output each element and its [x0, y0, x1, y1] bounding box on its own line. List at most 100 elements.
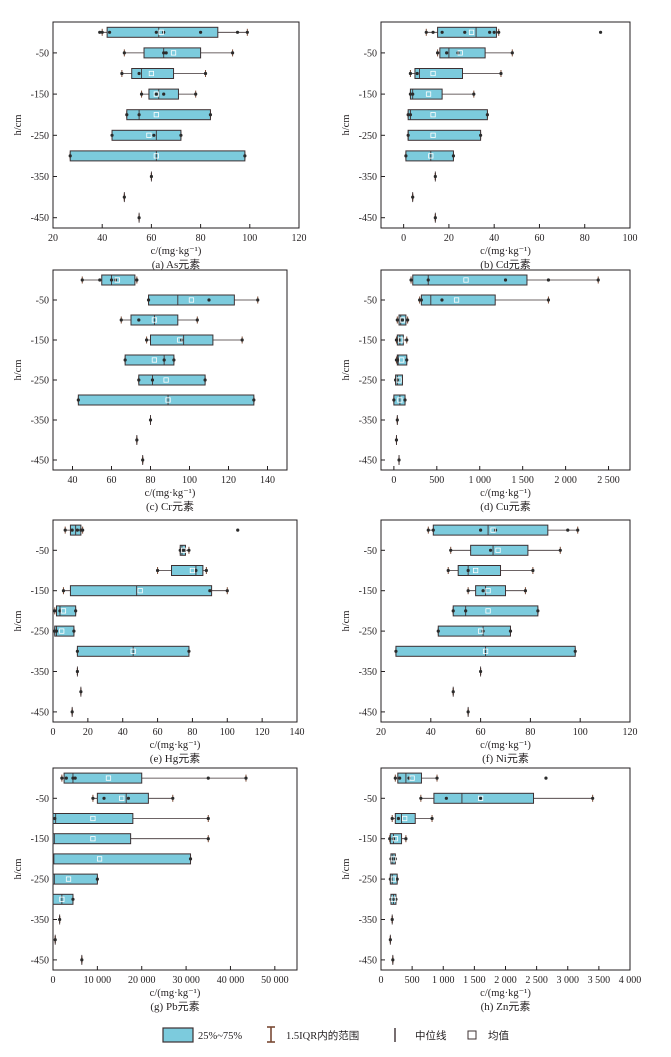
data-point — [243, 154, 247, 158]
box-group — [397, 455, 401, 465]
box-group — [91, 792, 175, 804]
box-group — [433, 212, 437, 223]
x-tick-label: 0 — [51, 975, 56, 986]
iqr-box — [437, 625, 511, 637]
legend-mean-icon — [467, 1030, 477, 1040]
data-point — [102, 796, 106, 800]
x-tick-label: 20 — [444, 233, 454, 244]
data-point — [408, 113, 413, 117]
x-tick-label: 140 — [260, 475, 275, 486]
mean-marker — [60, 608, 67, 614]
mean-marker — [430, 132, 436, 138]
y-tick-label: -450 — [359, 955, 377, 966]
mean-marker — [96, 856, 103, 862]
panel-hg: 0 20 40 60 80 100 120 140 -50 -150 -250 -350 -450 c/(… — [13, 519, 305, 765]
y-tick-label: -50 — [364, 296, 377, 307]
x-tick-label: 80 — [196, 233, 206, 244]
legend-mean-label: 均值 — [488, 1029, 509, 1042]
box-group — [466, 706, 470, 717]
mean-marker — [153, 153, 159, 159]
data-point — [149, 174, 153, 179]
mean-marker — [399, 317, 406, 323]
box-group — [122, 47, 235, 59]
data-point — [164, 51, 168, 55]
plot-frame — [380, 21, 631, 229]
y-tick-label: -250 — [359, 131, 377, 142]
x-axis-label: c/(mg·kg⁻¹) — [480, 740, 531, 751]
iqr-box — [457, 565, 502, 576]
data-point — [390, 816, 394, 821]
mean-marker — [485, 588, 491, 594]
y-tick-label: -50 — [36, 296, 49, 307]
data-point — [395, 418, 399, 422]
data-point — [508, 629, 513, 633]
data-point — [419, 796, 423, 800]
y-tick-label: -150 — [359, 336, 377, 347]
panel-caption: (d) Cu元素 — [480, 500, 530, 513]
data-point — [393, 776, 397, 780]
data-point — [598, 30, 603, 34]
data-point — [411, 92, 415, 96]
data-point — [126, 796, 131, 800]
data-point — [431, 528, 435, 532]
data-point — [68, 154, 72, 158]
data-point — [146, 298, 151, 302]
data-point — [155, 568, 160, 573]
box-group — [61, 585, 229, 597]
box-group — [58, 914, 62, 925]
data-point — [390, 917, 394, 922]
iqr-box — [138, 374, 206, 386]
panel-zn: 0 500 1 000 1 500 2 000 2 500 3 000 3 500 4 000 -… — [341, 767, 641, 1013]
data-point — [400, 318, 405, 322]
mean-marker — [90, 836, 96, 842]
box-group — [80, 954, 84, 965]
data-point — [109, 278, 114, 282]
mean-marker — [130, 648, 136, 654]
y-tick-label: -350 — [359, 172, 377, 183]
box-group — [68, 150, 247, 162]
box-group — [120, 68, 208, 79]
data-point — [75, 649, 79, 653]
mean-marker — [468, 29, 475, 35]
y-tick-label: -350 — [359, 667, 377, 678]
data-point — [73, 776, 77, 780]
data-point — [137, 378, 141, 382]
data-point — [419, 298, 423, 302]
y-axis-label: h/cm — [341, 611, 352, 632]
y-tick-label: -50 — [364, 794, 377, 805]
mean-marker — [409, 775, 415, 781]
x-tick-label: 80 — [187, 727, 197, 738]
data-point — [188, 857, 193, 861]
y-tick-label: -250 — [31, 131, 49, 142]
y-axis-label: h/cm — [13, 360, 24, 381]
data-point — [137, 113, 141, 117]
x-tick-label: 3 000 — [557, 975, 580, 986]
box-group — [394, 435, 399, 445]
box-group — [436, 625, 513, 637]
data-point — [426, 528, 430, 532]
data-point — [203, 378, 207, 382]
data-point — [123, 358, 127, 362]
data-point — [388, 837, 392, 841]
y-tick-label: -50 — [36, 546, 49, 557]
box-group — [52, 813, 210, 824]
data-point — [406, 113, 410, 117]
data-point — [466, 568, 470, 573]
x-tick-label: 500 — [405, 975, 420, 986]
data-point — [466, 589, 470, 593]
mean-marker — [473, 567, 479, 574]
box-group — [388, 833, 408, 845]
iqr-box — [52, 853, 192, 865]
panel-caption: (a) As元素 — [152, 258, 201, 271]
box-group — [148, 415, 153, 425]
box-group — [388, 934, 392, 945]
data-point — [80, 958, 84, 962]
box-group — [426, 524, 580, 536]
legend: 25%~75% 1.5IQR内的范围 中位线 均值 — [162, 1026, 509, 1043]
data-point — [404, 837, 408, 841]
x-tick-label: 10 000 — [84, 975, 112, 986]
data-point — [199, 30, 203, 34]
box-group — [408, 88, 476, 100]
x-tick-label: 2 500 — [525, 975, 548, 986]
box-group — [411, 192, 415, 203]
